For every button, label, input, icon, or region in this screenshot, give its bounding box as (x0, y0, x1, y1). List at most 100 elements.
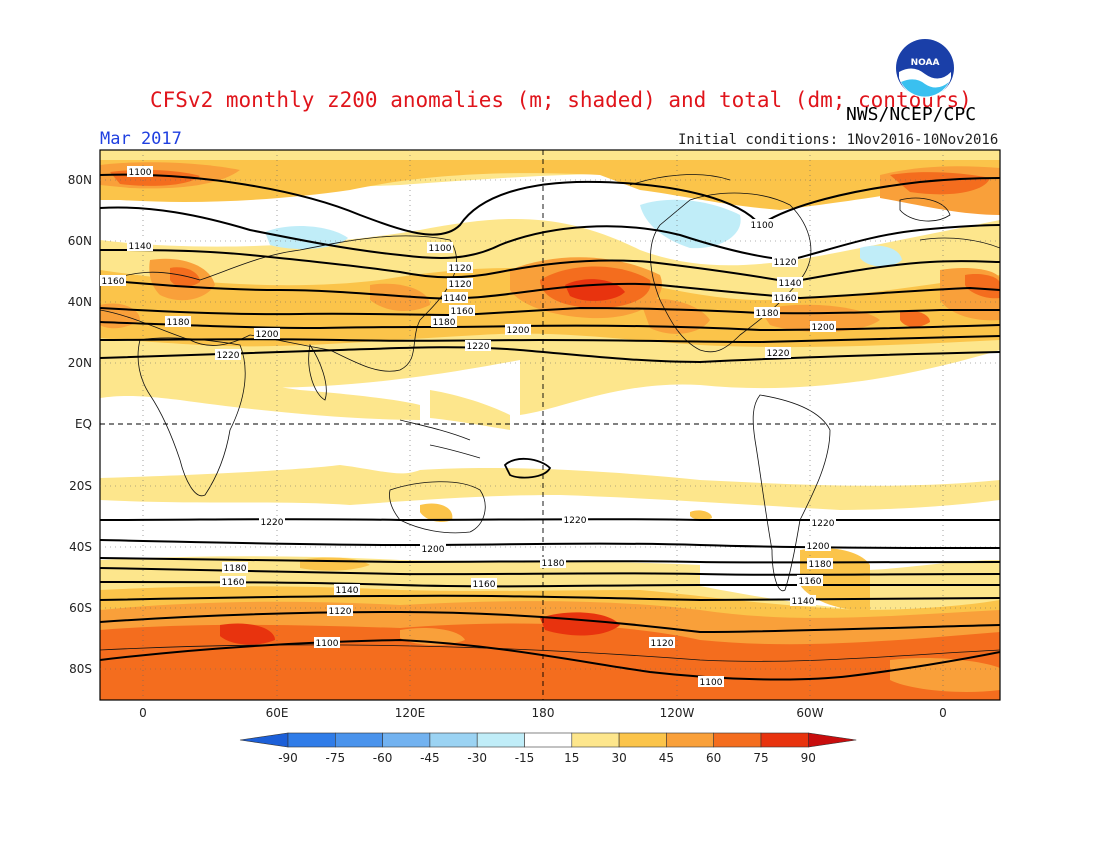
colorbar-tick: 15 (564, 751, 579, 765)
contour-label: 1180 (165, 316, 191, 328)
svg-text:1200: 1200 (812, 323, 835, 333)
lat-tick: 40S (69, 540, 92, 554)
svg-text:1160: 1160 (774, 294, 797, 304)
contour-label: 1120 (772, 256, 798, 268)
lat-tick: EQ (75, 417, 92, 431)
svg-text:1140: 1140 (792, 597, 815, 607)
colorbar-swatch (524, 732, 573, 748)
colorbar-swatch (429, 732, 478, 748)
lon-tick: 180 (532, 706, 555, 720)
contour-label: 1140 (334, 584, 360, 596)
contour-label: 1160 (471, 578, 497, 590)
svg-text:1180: 1180 (542, 559, 565, 569)
colorbar-tick: 45 (659, 751, 674, 765)
anomaly-shading (100, 150, 1000, 700)
grid-lines (100, 150, 1000, 700)
svg-text:1180: 1180 (433, 318, 456, 328)
contour-label: 1140 (790, 595, 816, 607)
svg-text:1160: 1160 (102, 277, 125, 287)
svg-text:1220: 1220 (217, 351, 240, 361)
contour-label: 1120 (649, 637, 675, 649)
lat-tick: 60N (68, 234, 92, 248)
contour-label: 1180 (807, 558, 833, 570)
svg-text:1120: 1120 (329, 607, 352, 617)
noaa-logo-text: NOAA (911, 58, 940, 68)
lon-tick: 0 (139, 706, 147, 720)
svg-text:1180: 1180 (809, 560, 832, 570)
svg-text:1220: 1220 (564, 516, 587, 526)
contour-label: 1220 (765, 347, 791, 359)
svg-text:1120: 1120 (651, 639, 674, 649)
svg-text:1140: 1140 (336, 586, 359, 596)
lon-tick: 120W (660, 706, 695, 720)
lat-tick: 80N (68, 173, 92, 187)
contour-label: 1180 (222, 562, 248, 574)
colorbar-tick: -45 (420, 751, 440, 765)
svg-text:1120: 1120 (449, 280, 472, 290)
contour-label: 1160 (772, 292, 798, 304)
svg-text:1180: 1180 (224, 564, 247, 574)
contour-label: 1140 (127, 240, 153, 252)
lon-tick: 120E (395, 706, 426, 720)
contour-label: 1100 (314, 637, 340, 649)
colorbar-swatch (334, 732, 383, 748)
colorbar-tick: 75 (753, 751, 768, 765)
contour-label: 1100 (427, 242, 453, 254)
contour-label: 1120 (447, 262, 473, 274)
lat-tick: 60S (69, 601, 92, 615)
contour-label: 1100 (698, 676, 724, 688)
svg-text:1200: 1200 (256, 330, 279, 340)
contour-label: 1220 (259, 516, 285, 528)
colorbar-swatch (239, 732, 289, 748)
contour-label: 1100 (127, 166, 153, 178)
colorbar-swatch (760, 732, 809, 748)
svg-text:1100: 1100 (429, 244, 452, 254)
svg-text:1220: 1220 (812, 519, 835, 529)
lon-tick: 60W (796, 706, 823, 720)
lon-tick: 0 (939, 706, 947, 720)
colorbar-tick: -90 (278, 751, 298, 765)
contour-label: 1220 (215, 349, 241, 361)
svg-text:1220: 1220 (467, 342, 490, 352)
contour-label: 1180 (540, 557, 566, 569)
svg-text:1100: 1100 (129, 168, 152, 178)
contour-label: 1160 (220, 576, 246, 588)
chart-title: CFSv2 monthly z200 anomalies (m; shaded)… (150, 88, 972, 112)
contour-label: 1140 (442, 292, 468, 304)
svg-text:1220: 1220 (767, 349, 790, 359)
svg-text:1100: 1100 (316, 639, 339, 649)
svg-text:1140: 1140 (444, 294, 467, 304)
contour-labels: 1100 1100 1100 1120 1120 1120 1140 1140 … (100, 166, 836, 688)
lat-tick: 40N (68, 295, 92, 309)
contour-label: 1220 (465, 340, 491, 352)
svg-text:1160: 1160 (473, 580, 496, 590)
contour-label: 1140 (777, 277, 803, 289)
contour-label: 1180 (754, 307, 780, 319)
coastlines (100, 174, 1000, 662)
colorbar-swatch (666, 732, 715, 748)
lat-tick: 20N (68, 356, 92, 370)
svg-text:1200: 1200 (507, 326, 530, 336)
contour-label: 1200 (805, 540, 831, 552)
contour-label: 1120 (327, 605, 353, 617)
contour-label: 1180 (431, 316, 457, 328)
colorbar-swatch (807, 732, 857, 748)
svg-text:1100: 1100 (751, 221, 774, 231)
colorbar-tick: -75 (325, 751, 345, 765)
svg-text:1200: 1200 (807, 542, 830, 552)
contour-label: 1160 (797, 575, 823, 587)
colorbar-tick: 90 (801, 751, 816, 765)
lat-tick: 20S (69, 479, 92, 493)
initial-conditions-label: Initial conditions: 1Nov2016-10Nov2016 (678, 132, 999, 148)
svg-text:1200: 1200 (422, 545, 445, 555)
colorbar-tick: -15 (515, 751, 535, 765)
map-frame (99, 149, 1001, 701)
lat-tick: 80S (69, 662, 92, 676)
svg-text:1120: 1120 (774, 258, 797, 268)
svg-text:1180: 1180 (167, 318, 190, 328)
colorbar-swatch (571, 732, 620, 748)
month-label: Mar 2017 (100, 129, 182, 149)
colorbar-tick: 30 (611, 751, 626, 765)
svg-text:1160: 1160 (799, 577, 822, 587)
